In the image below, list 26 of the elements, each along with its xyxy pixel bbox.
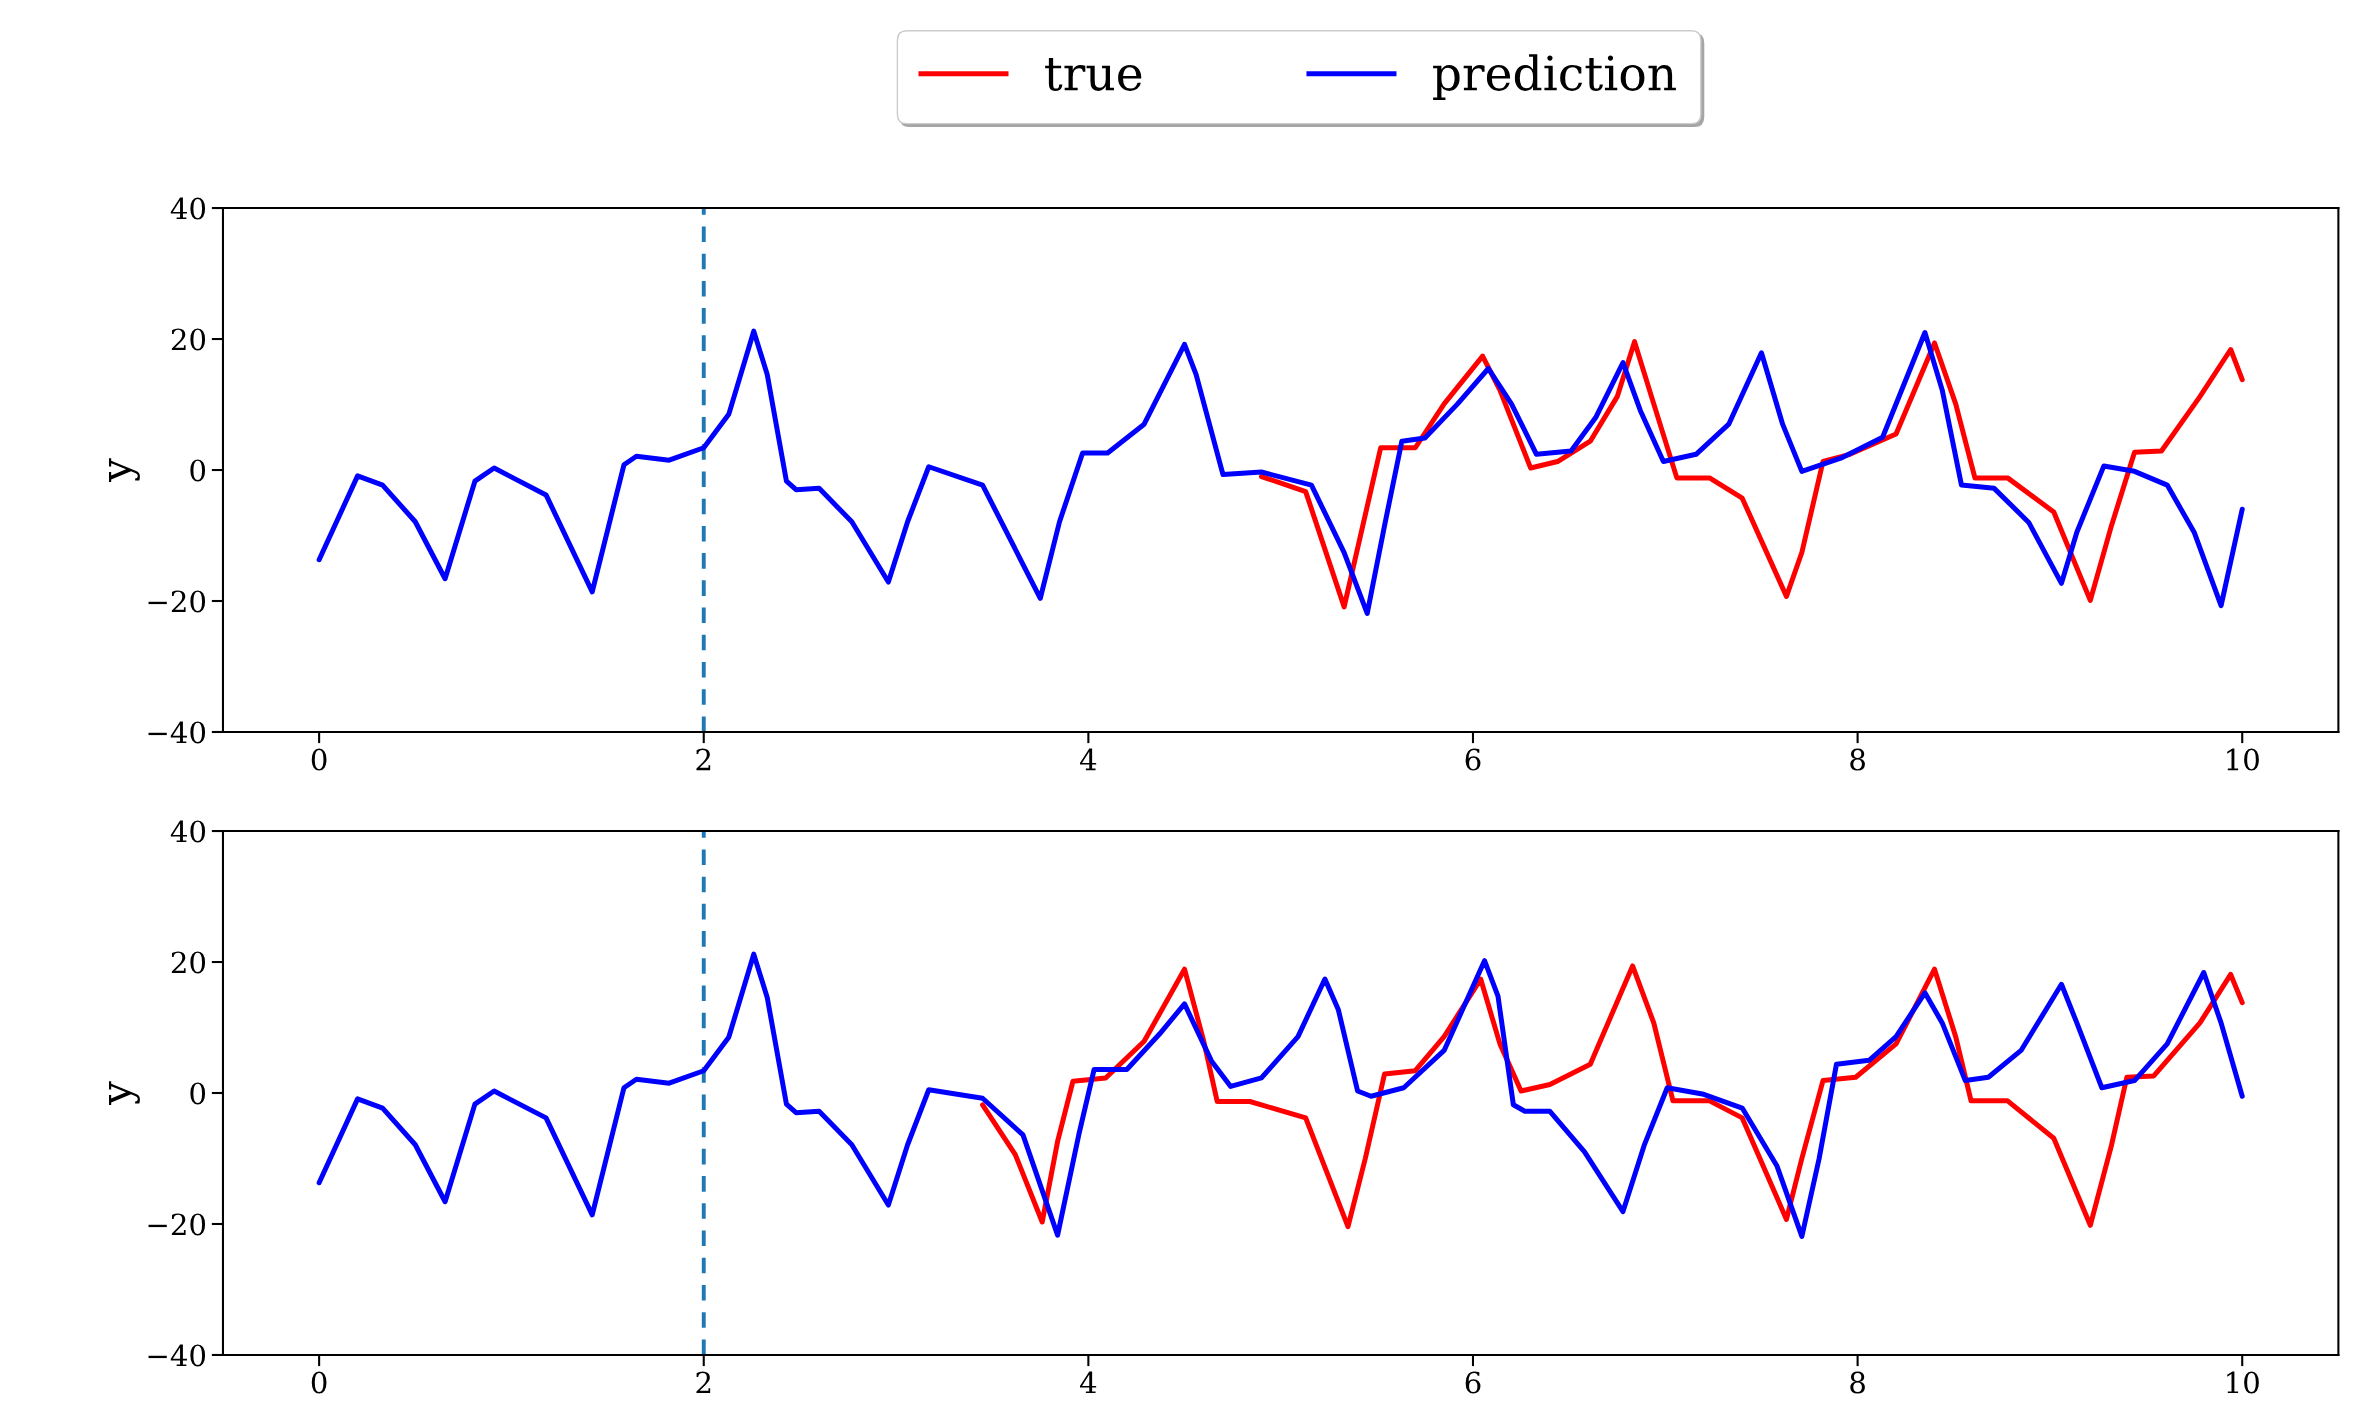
- y-tick-label: 40: [170, 820, 206, 843]
- y-axis-title: y: [109, 1081, 140, 1105]
- x-tick-label: 10: [2227, 748, 2259, 771]
- x-tick-label: 4: [1079, 1371, 1097, 1394]
- x-tick-label: 6: [1465, 748, 1481, 771]
- y-tick-label: 40: [170, 197, 206, 220]
- x-tick-label: 4: [1079, 748, 1097, 771]
- x-tick-label: 6: [1465, 1371, 1481, 1394]
- y-tick-label: 0: [190, 459, 206, 482]
- y-tick-label: −20: [148, 590, 206, 613]
- x-tick-label: 2: [696, 748, 711, 771]
- x-tick-label: 0: [311, 1371, 327, 1394]
- legend-label: prediction: [1433, 54, 1676, 101]
- x-tick-label: 8: [1850, 748, 1865, 771]
- y-tick-label: −20: [148, 1213, 206, 1236]
- legend-label: true: [1045, 58, 1142, 91]
- y-tick-label: 20: [171, 951, 206, 974]
- y-tick-label: −40: [148, 721, 206, 744]
- x-tick-label: 0: [311, 748, 327, 771]
- x-tick-label: 10: [2227, 1371, 2259, 1394]
- y-tick-label: −40: [148, 1344, 206, 1367]
- y-tick-label: 0: [190, 1082, 206, 1105]
- y-tick-label: 20: [171, 328, 206, 351]
- y-axis-title: y: [109, 458, 140, 482]
- x-tick-label: 8: [1850, 1371, 1865, 1394]
- x-tick-label: 2: [696, 1371, 711, 1394]
